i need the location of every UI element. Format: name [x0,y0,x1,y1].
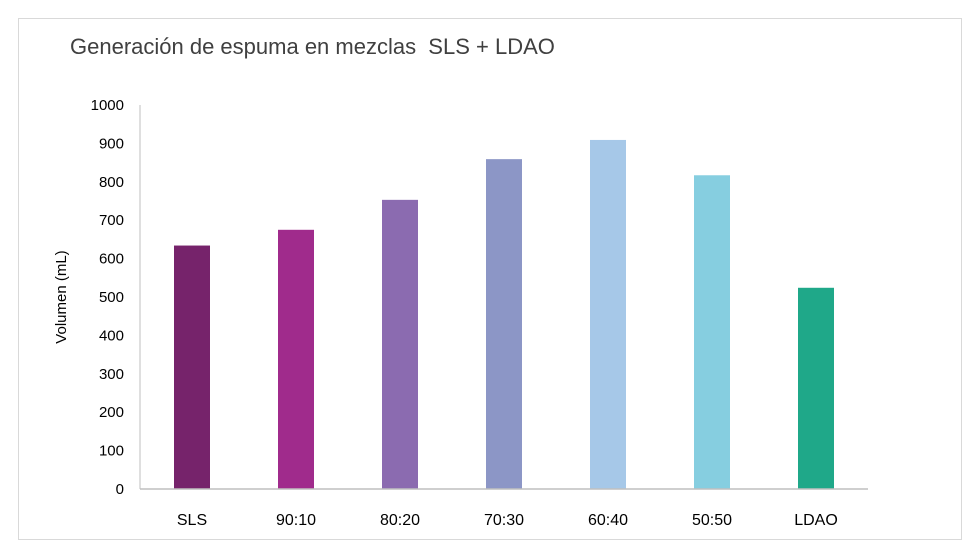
y-tick-label: 100 [99,443,124,460]
bar-80-20 [382,199,418,489]
x-tick-label: 60:40 [588,512,628,529]
x-tick-label: 80:20 [380,512,420,529]
y-tick-label: 700 [99,212,124,229]
y-tick-label: 500 [99,289,124,306]
x-tick-label: LDAO [794,512,838,529]
bar-70-30 [486,159,522,490]
x-tick-label: 90:10 [276,512,316,529]
bar-ldao [798,287,834,489]
chart-title: Generación de espuma en mezclas SLS + LD… [70,34,555,59]
y-tick-label: 600 [99,251,124,268]
chart-frame [18,18,962,540]
x-tick-label: 50:50 [692,512,732,529]
y-tick-label: 200 [99,404,124,421]
y-tick-label: 300 [99,366,124,383]
y-tick-label: 400 [99,327,124,344]
x-tick-label: 70:30 [484,512,524,529]
y-tick-label: 800 [99,174,124,191]
bar-60-40 [590,139,626,489]
x-tick-label: SLS [177,512,207,529]
y-tick-label: 900 [99,135,124,152]
bar-sls [174,245,210,489]
y-axis-label: Volumen (mL) [53,250,70,343]
y-tick-label: 0 [116,481,124,498]
bar-90-10 [278,229,314,490]
y-tick-label: 1000 [91,97,124,114]
bar-50-50 [694,175,730,489]
